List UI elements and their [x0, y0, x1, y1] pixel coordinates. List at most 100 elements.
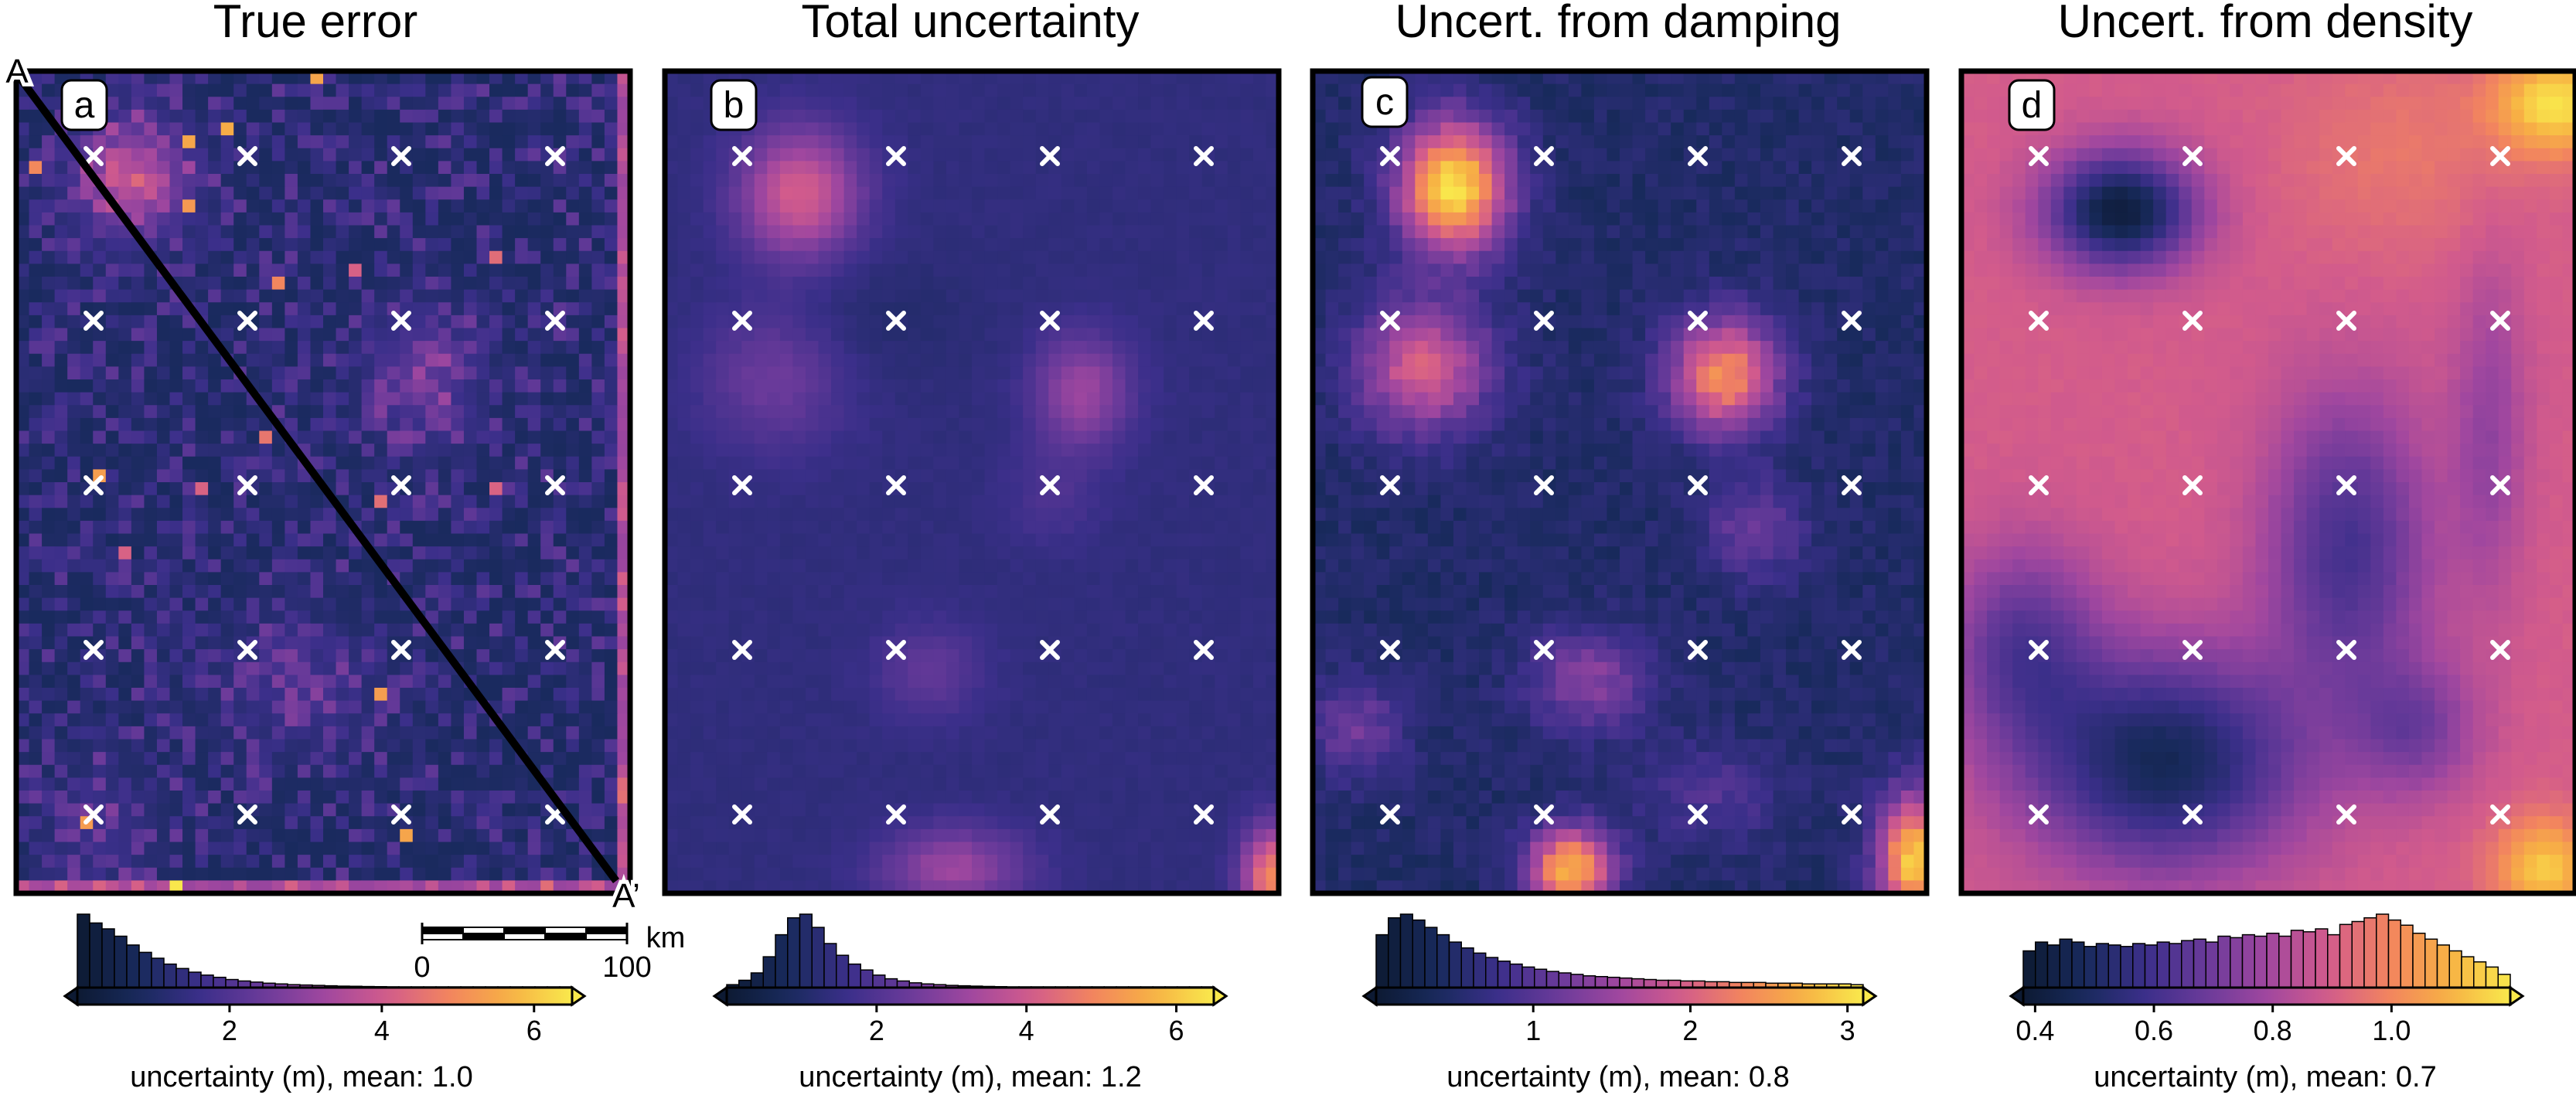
- heatmap-cell: [716, 328, 730, 342]
- heatmap-cell: [831, 277, 845, 291]
- heatmap-cell: [195, 456, 209, 470]
- heatmap-cell: [220, 623, 234, 638]
- heatmap-cell: [908, 353, 922, 367]
- heatmap-cell: [566, 572, 580, 586]
- heatmap-cell: [54, 148, 68, 162]
- heatmap-cell: [984, 328, 998, 342]
- heatmap-cell: [515, 649, 529, 663]
- heatmap-cell: [323, 264, 337, 277]
- heatmap-cell: [54, 816, 68, 830]
- heatmap-cell: [591, 417, 605, 432]
- heatmap-cell: [566, 135, 580, 149]
- heatmap-cell: [933, 238, 947, 252]
- heatmap-cell: [374, 148, 388, 162]
- heatmap-cell: [716, 417, 730, 432]
- heatmap-cell: [412, 199, 426, 213]
- heatmap-cell: [677, 122, 691, 136]
- heatmap-cell: [1074, 379, 1088, 393]
- heatmap-cell: [1164, 328, 1177, 342]
- heatmap-cell: [195, 803, 209, 817]
- heatmap-cell: [882, 341, 896, 355]
- heatmap-cell: [451, 250, 465, 264]
- heatmap-cell: [80, 225, 94, 239]
- heatmap-cell: [754, 250, 768, 264]
- heatmap-cell: [489, 559, 503, 573]
- heatmap-cell: [1201, 212, 1215, 226]
- heatmap-cell: [387, 726, 400, 740]
- heatmap-cell: [540, 752, 554, 766]
- heatmap-cell: [42, 803, 56, 817]
- heatmap-cell: [1189, 379, 1203, 393]
- heatmap-cell: [1240, 97, 1254, 111]
- heatmap-cell: [182, 533, 196, 547]
- heatmap-cell: [566, 328, 580, 342]
- heatmap-cell: [908, 250, 922, 264]
- heatmap-cell: [271, 726, 285, 740]
- heatmap-cell: [1010, 225, 1024, 239]
- heatmap-cell: [728, 225, 742, 239]
- heatmap-cell: [716, 353, 730, 367]
- heatmap-cell: [515, 533, 529, 547]
- heatmap-cell: [716, 238, 730, 252]
- heatmap-cell: [323, 752, 337, 766]
- heatmap-cell: [451, 264, 465, 277]
- heatmap-cell: [591, 791, 605, 804]
- heatmap-cell: [984, 315, 998, 329]
- heatmap-cell: [792, 533, 806, 547]
- heatmap-cell: [489, 803, 503, 817]
- heatmap-cell: [208, 135, 222, 149]
- heatmap-cell: [169, 366, 183, 380]
- heatmap-cell: [502, 777, 516, 791]
- heatmap-cell: [349, 623, 363, 638]
- heatmap-cell: [271, 649, 285, 663]
- heatmap-cell: [93, 508, 107, 522]
- heatmap-cell: [578, 302, 592, 316]
- heatmap-cell: [515, 289, 529, 303]
- heatmap-cell: [1266, 328, 1279, 342]
- heatmap-cell: [42, 764, 56, 778]
- heatmap-cell: [908, 315, 922, 329]
- heatmap-cell: [463, 842, 478, 855]
- heatmap-cell: [1176, 186, 1190, 200]
- heatmap-cell: [451, 520, 465, 535]
- heatmap-cell: [1266, 186, 1279, 200]
- heatmap-cell: [297, 225, 312, 239]
- heatmap-cell: [42, 392, 56, 406]
- heatmap-cell: [42, 250, 56, 264]
- heatmap-cell: [374, 71, 388, 85]
- heatmap-cell: [882, 225, 896, 239]
- heatmap-cell: [451, 482, 465, 496]
- heatmap-cell: [920, 456, 934, 470]
- heatmap-cell: [1176, 135, 1190, 149]
- heatmap-cell: [754, 83, 768, 97]
- heatmap-cell: [323, 713, 337, 727]
- heatmap-cell: [1240, 456, 1254, 470]
- heatmap-cell: [80, 495, 94, 508]
- heatmap-cell: [882, 520, 896, 535]
- heatmap-cell: [374, 482, 388, 496]
- heatmap-cell: [323, 366, 337, 380]
- heatmap-cell: [54, 661, 68, 675]
- heatmap-cell: [1074, 97, 1088, 111]
- heatmap-cell: [29, 199, 43, 213]
- heatmap-cell: [489, 791, 503, 804]
- heatmap-cell: [412, 777, 426, 791]
- heatmap-cell: [80, 764, 94, 778]
- heatmap-cell: [169, 508, 183, 522]
- heatmap-cell: [617, 559, 631, 573]
- heatmap-cell: [297, 803, 312, 817]
- heatmap-cell: [843, 71, 857, 85]
- scale-segment: [544, 927, 587, 934]
- heatmap-cell: [984, 456, 998, 470]
- heatmap-cell: [310, 726, 324, 740]
- heatmap-cell: [169, 83, 183, 97]
- heatmap-cell: [894, 289, 908, 303]
- heatmap-cell: [1227, 533, 1241, 547]
- heatmap-cell: [285, 739, 298, 753]
- heatmap-cell: [1010, 444, 1024, 457]
- heatmap-cell: [463, 495, 478, 508]
- heatmap-cell: [387, 546, 400, 560]
- heatmap-cell: [476, 353, 490, 367]
- heatmap-cell: [297, 341, 312, 355]
- heatmap-cell: [566, 649, 580, 663]
